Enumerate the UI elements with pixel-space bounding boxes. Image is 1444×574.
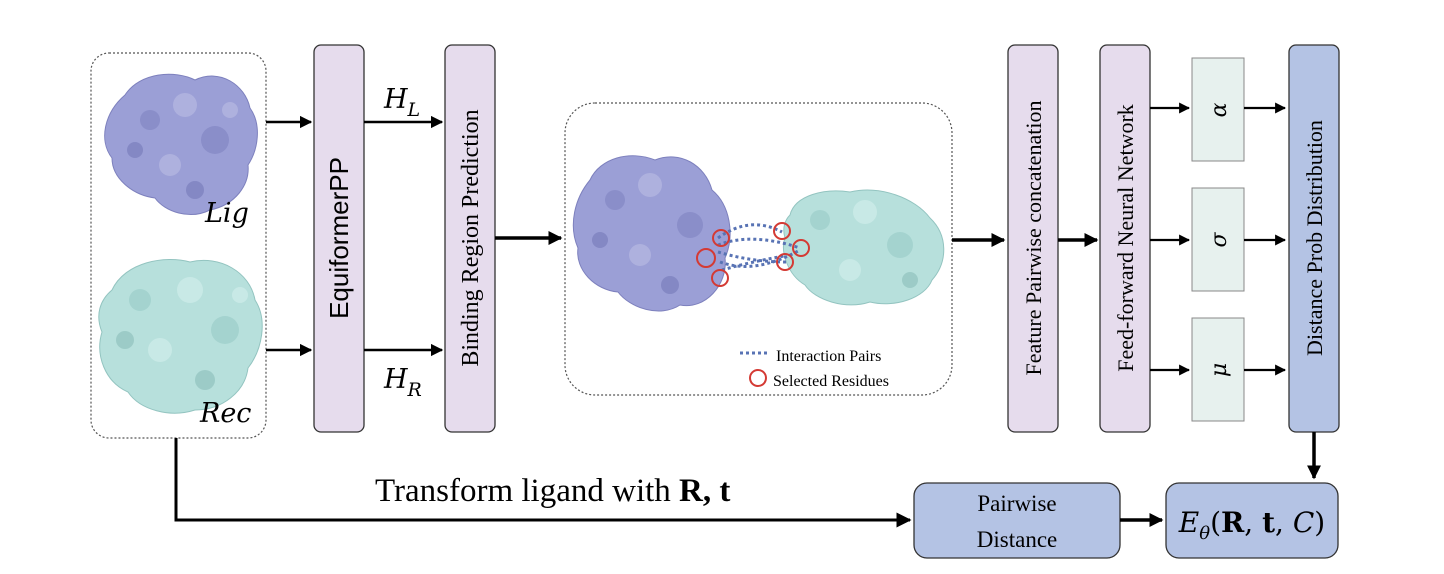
mu-box [1191,317,1245,422]
concat-label: Feature Pairwise concatenation [1021,101,1046,376]
legend-selected-label: Selected Residues [773,373,889,390]
h-l-label: HL [383,84,420,121]
sigma-label: σ [1207,232,1232,248]
complex-ligand-image [572,155,731,312]
legend-selected-swatch [749,369,767,387]
arrow-transform-path [174,438,912,528]
alpha-label: α [1207,102,1232,117]
energy-block [1165,482,1339,559]
mu-label: μ [1207,363,1232,377]
receptor-protein-image [98,259,263,414]
pairwise-distance-line1: Pairwise [977,491,1056,516]
ffn-label: Feed-forward Neural Network [1113,104,1138,372]
ligand-label: Lig [204,198,249,229]
receptor-label: Rec [199,398,251,429]
alpha-box [1191,57,1245,162]
input-proteins-frame [90,52,267,439]
binding-region-label: Binding Region Prediction [458,109,484,366]
interaction-pair-lines [717,223,801,272]
ligand-protein-image [104,73,258,215]
legend-interaction-label: Interaction Pairs [776,348,881,365]
pairwise-distance-line2: Distance [977,527,1057,552]
sigma-box [1191,187,1245,292]
complex-receptor-image [783,189,945,306]
selected-residue-circles [696,222,810,287]
complex-panel [564,102,953,396]
equiformer-block [313,44,365,433]
ffn-block [1099,44,1151,433]
energy-formula: Eθ(R, t, C) [1178,506,1325,544]
distribution-label: Distance Prob Distribution [1302,120,1327,356]
equiformer-label: EquiformerPP [324,157,354,319]
transform-label: Transform ligand with R, t [375,473,730,509]
h-r-label: HR [383,364,422,401]
